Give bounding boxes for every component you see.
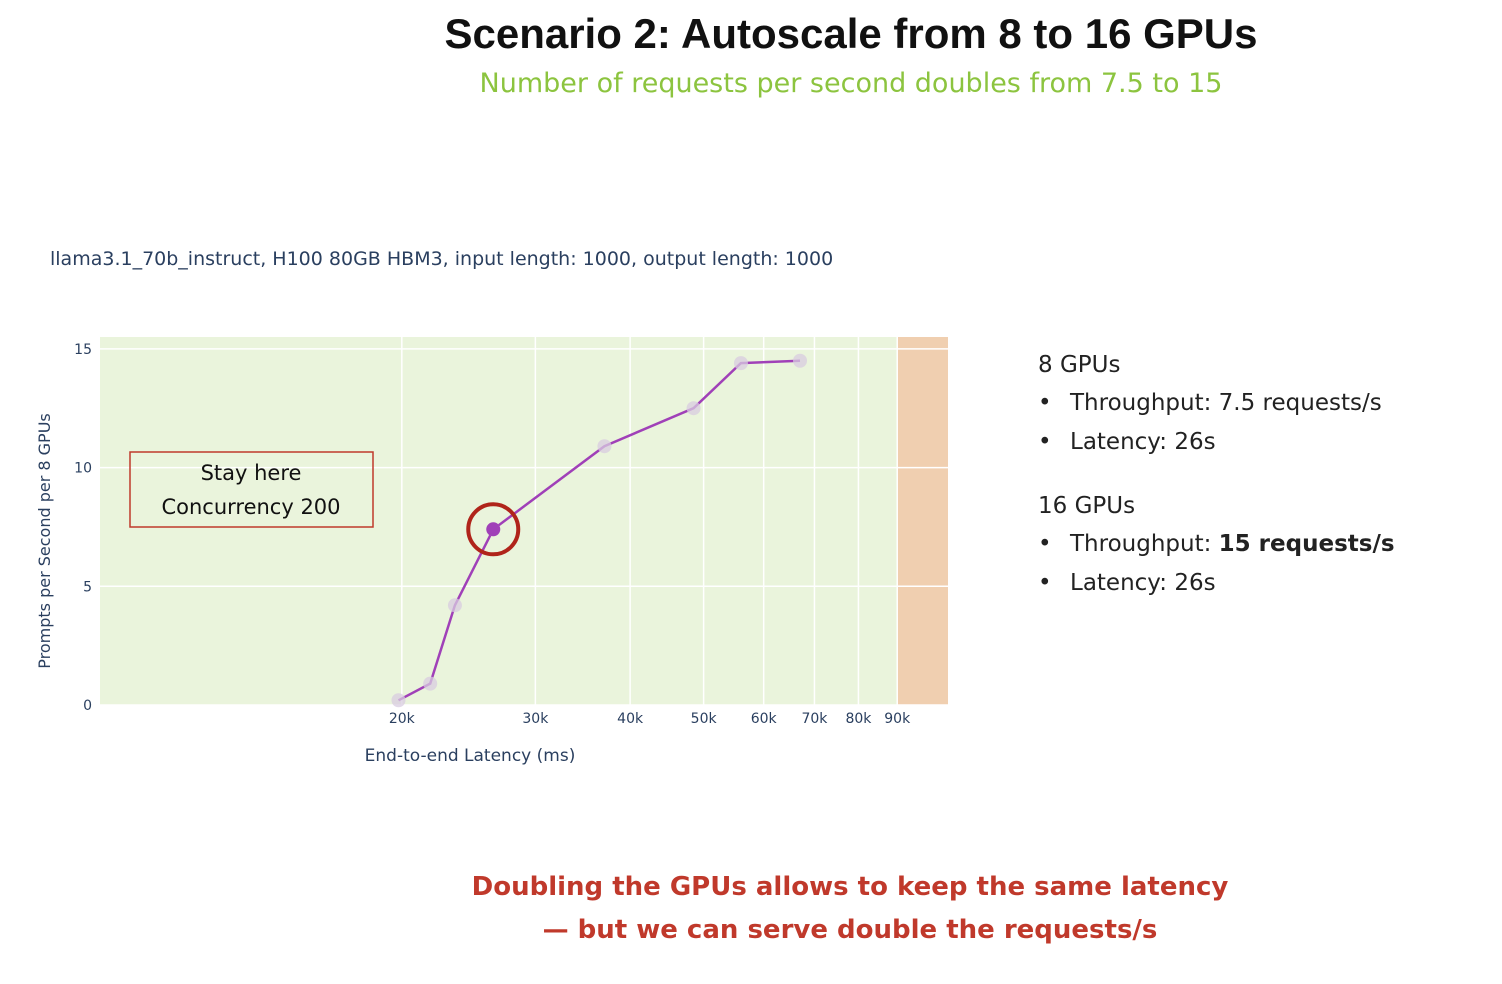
chart-title: llama3.1_70b_instruct, H100 80GB HBM3, i…	[50, 248, 834, 270]
item-value-bold: 15 requests/s	[1218, 531, 1395, 557]
x-tick-label: 80k	[845, 711, 872, 727]
slide-subtitle: Number of requests per second doubles fr…	[479, 68, 1223, 99]
data-point	[597, 439, 612, 454]
group-heading: 8 GPUs	[1038, 352, 1121, 378]
conclusion-line-2: — but we can serve double the requests/s	[542, 915, 1158, 945]
x-tick-label: 30k	[522, 711, 549, 727]
y-tick-label: 15	[74, 342, 92, 358]
x-tick-label: 50k	[691, 711, 718, 727]
latency-item: Latency: 26s	[1038, 423, 1395, 462]
throughput-item: Throughput: 7.5 requests/s	[1038, 384, 1395, 423]
series-line	[397, 359, 801, 702]
highlight-point	[486, 522, 501, 537]
x-tick-label: 40k	[617, 711, 644, 727]
shaded-region	[897, 337, 948, 705]
item-label: Latency:	[1070, 429, 1175, 455]
highlight-ring	[466, 502, 521, 557]
latency-throughput-chart: 20k 30k 40k 50k 60k 70k 80k 90k 0 5 10 15 End-to-end…	[35, 337, 948, 766]
data-point	[391, 693, 406, 708]
y-tick-label: 0	[83, 698, 92, 714]
conclusion-line-1: Doubling the GPUs allows to keep the sam…	[471, 872, 1229, 902]
conclusion-text: Doubling the GPUs allows to keep the sam…	[440, 866, 1260, 952]
item-label: Throughput:	[1070, 531, 1219, 557]
callout-line-1: Stay here	[201, 461, 302, 485]
callout-line-2: Concurrency 200	[161, 495, 340, 519]
side-panel: 8 GPUs Throughput: 7.5 requests/s Latenc…	[1038, 346, 1395, 628]
group-8-gpus: 8 GPUs Throughput: 7.5 requests/s Latenc…	[1038, 346, 1395, 462]
item-value: 7.5 requests/s	[1218, 390, 1382, 416]
plot-background	[100, 337, 948, 705]
group-16-gpus: 16 GPUs Throughput: 15 requests/s Latenc…	[1038, 487, 1395, 603]
item-label: Latency:	[1070, 570, 1175, 596]
y-axis-title: Prompts per Second per 8 GPUs	[35, 413, 54, 668]
x-axis-title: End-to-end Latency (ms)	[365, 746, 576, 766]
y-tick-label: 10	[74, 461, 92, 477]
x-tick-label: 60k	[751, 711, 778, 727]
data-point	[793, 353, 808, 368]
x-tick-label: 90k	[884, 711, 911, 727]
throughput-item: Throughput: 15 requests/s	[1038, 525, 1395, 564]
data-point	[686, 401, 701, 416]
group-heading: 16 GPUs	[1038, 493, 1136, 519]
latency-item: Latency: 26s	[1038, 564, 1395, 603]
data-point	[733, 356, 748, 371]
callout-box	[129, 451, 374, 528]
data-point	[447, 598, 462, 613]
slide-title: Scenario 2: Autoscale from 8 to 16 GPUs	[444, 10, 1258, 57]
x-tick-label: 70k	[801, 711, 828, 727]
item-value: 26s	[1174, 429, 1216, 455]
item-label: Throughput:	[1070, 390, 1219, 416]
item-value: 26s	[1174, 570, 1216, 596]
group-items: Throughput: 15 requests/s Latency: 26s	[1038, 525, 1395, 603]
data-point	[423, 676, 438, 691]
y-tick-label: 5	[83, 579, 92, 595]
x-tick-label: 20k	[389, 711, 416, 727]
group-items: Throughput: 7.5 requests/s Latency: 26s	[1038, 384, 1395, 462]
